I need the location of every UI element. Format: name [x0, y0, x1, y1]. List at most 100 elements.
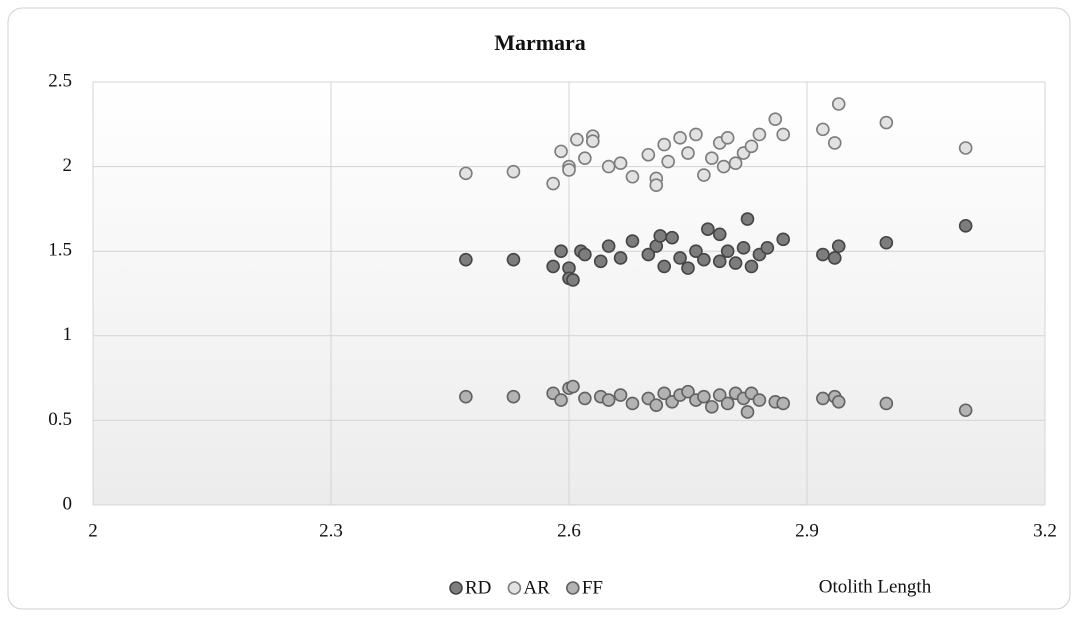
point [585, 134, 600, 149]
point [816, 247, 830, 262]
point [459, 389, 473, 404]
legend-marker [449, 581, 463, 595]
point [661, 154, 675, 169]
point [816, 122, 830, 137]
point [712, 388, 727, 402]
point [625, 169, 640, 184]
point [827, 136, 842, 150]
point [593, 254, 608, 269]
point [697, 168, 711, 182]
point [578, 247, 592, 262]
x-tick-label: 2.9 [795, 520, 819, 541]
y-tick-label: 0.5 [48, 409, 72, 430]
point [701, 222, 715, 237]
point [681, 261, 695, 275]
legend-label: RD [465, 577, 491, 598]
point [831, 239, 846, 253]
point [613, 388, 628, 402]
point [879, 396, 894, 411]
point [958, 219, 973, 233]
y-tick-label: 1.5 [48, 240, 72, 261]
point [681, 146, 695, 160]
point [744, 139, 759, 154]
point [697, 389, 711, 404]
point [601, 239, 616, 253]
chart-title: Marmara [494, 30, 586, 55]
point [641, 147, 656, 162]
y-tick-label: 2 [63, 155, 73, 176]
point [566, 379, 580, 394]
point [689, 127, 703, 142]
point [740, 212, 755, 226]
legend-label: AR [523, 577, 550, 598]
point [546, 259, 560, 274]
point [459, 252, 473, 267]
point [728, 256, 743, 270]
x-tick-label: 2.6 [557, 520, 581, 541]
x-tick-label: 2.3 [319, 520, 343, 541]
point [720, 396, 735, 411]
point [613, 156, 628, 171]
point [625, 234, 640, 248]
point [554, 393, 568, 407]
point [613, 251, 628, 265]
point [720, 244, 735, 258]
point [752, 393, 767, 407]
point [562, 163, 576, 177]
y-tick-label: 0 [63, 493, 73, 514]
legend-label: FF [582, 577, 603, 598]
point [879, 115, 894, 130]
point [459, 166, 473, 181]
point [776, 127, 791, 142]
point [716, 159, 731, 174]
point [760, 241, 775, 255]
y-tick-label: 1 [63, 324, 73, 345]
point [570, 132, 584, 147]
point [673, 131, 687, 145]
point [752, 127, 767, 142]
point [506, 252, 521, 267]
x-tick-label: 2 [88, 520, 98, 541]
point [689, 244, 703, 258]
point [554, 244, 568, 258]
legend-marker [566, 581, 580, 595]
point [740, 405, 755, 419]
point [657, 386, 672, 401]
point [578, 151, 592, 165]
point [744, 259, 759, 274]
point [831, 97, 846, 111]
point [546, 176, 560, 191]
point [649, 398, 664, 412]
point [681, 384, 695, 399]
point [601, 393, 616, 407]
point [720, 131, 735, 145]
point [736, 241, 751, 255]
point [776, 396, 791, 411]
point [697, 252, 711, 267]
point [958, 141, 973, 155]
point [653, 229, 668, 243]
point [657, 137, 672, 152]
point [704, 151, 719, 165]
point [641, 247, 656, 262]
point [879, 235, 894, 250]
legend-marker [507, 581, 522, 595]
point [578, 391, 592, 406]
point [506, 164, 521, 179]
point [601, 159, 616, 174]
point [776, 232, 791, 247]
point [712, 254, 727, 269]
point [712, 227, 727, 242]
point [831, 394, 846, 409]
point [554, 144, 568, 159]
point [673, 251, 687, 265]
y-tick-label: 2.5 [48, 70, 72, 91]
point [728, 156, 743, 171]
x-axis-label: Otolith Length [819, 576, 932, 597]
point [827, 251, 842, 265]
point [958, 403, 973, 418]
point [649, 178, 664, 193]
point [566, 273, 580, 287]
point [704, 400, 719, 414]
